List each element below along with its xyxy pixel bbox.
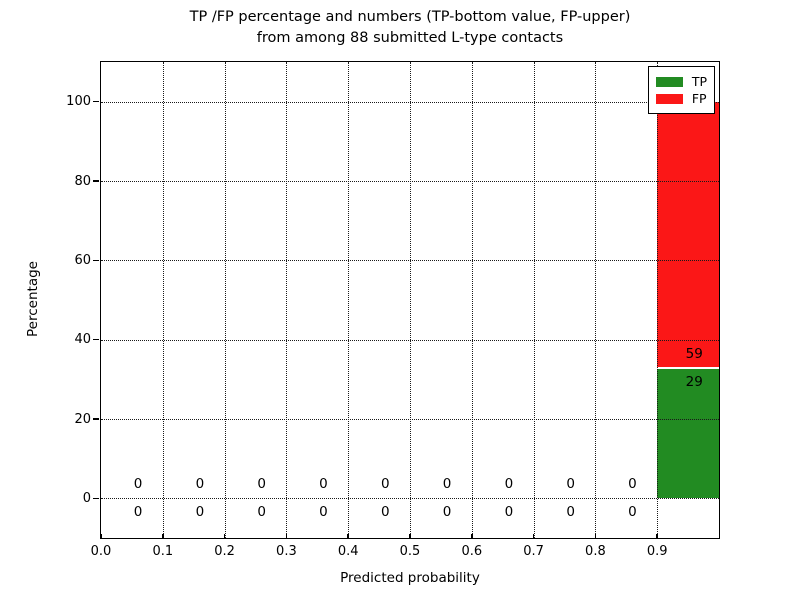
fp-count-label: 0 [566, 476, 575, 493]
chart-title: TP /FP percentage and numbers (TP-bottom… [100, 7, 720, 49]
tp-count-label: 0 [195, 504, 205, 521]
legend-item-tp: TP [655, 74, 707, 89]
x-tick-mark [471, 534, 473, 538]
tp-count-label: 29 [685, 373, 703, 390]
fp-count-label: 0 [504, 476, 514, 493]
fp-count-label: 0 [380, 476, 390, 493]
y-tick-mark [93, 100, 99, 103]
y-tick-mark [93, 180, 99, 182]
tp-count-label: 0 [257, 504, 266, 521]
x-tick-label: 0.9 [646, 544, 668, 559]
y-tick-label: 80 [74, 173, 91, 189]
v-gridline [286, 62, 288, 538]
x-axis-label: Predicted probability [340, 570, 480, 586]
fp-count-label: 0 [319, 476, 328, 493]
v-gridline [410, 62, 411, 538]
y-axis-label: Percentage [25, 261, 41, 337]
tp-count-label: 0 [628, 504, 637, 521]
fp-count-label: 0 [442, 476, 452, 493]
y-tick-label: 60 [74, 252, 91, 268]
x-tick-label: 0.2 [214, 544, 235, 559]
tp-count-label: 0 [133, 504, 143, 521]
x-tick-label: 0.5 [399, 544, 421, 559]
tp-count-label: 0 [442, 504, 452, 521]
y-tick-label: 40 [74, 332, 91, 348]
v-gridline [471, 62, 473, 538]
legend-label-fp: FP [691, 91, 707, 106]
bar-segment-fp [657, 101, 719, 368]
tp-swatch-icon [655, 76, 683, 87]
x-tick-label: 0.7 [523, 544, 544, 559]
bar-segment-separator [657, 366, 719, 369]
tp-count-label: 0 [566, 504, 575, 521]
v-gridline [657, 62, 659, 538]
v-gridline [595, 62, 597, 538]
x-tick-label: 0.0 [90, 544, 112, 559]
y-tick-mark [93, 338, 99, 341]
tp-count-label: 0 [504, 504, 514, 521]
fp-swatch-icon [655, 93, 683, 104]
fp-count-label: 0 [133, 476, 143, 493]
legend-label-tp: TP [691, 74, 707, 89]
y-tick-label: 100 [66, 94, 91, 110]
x-tick-mark [594, 534, 597, 538]
x-tick-mark [347, 534, 349, 538]
chart-title-line1: TP /FP percentage and numbers (TP-bottom… [189, 9, 631, 25]
x-tick-label: 0.6 [461, 544, 483, 559]
x-tick-mark [409, 534, 411, 538]
fp-count-label: 0 [628, 476, 637, 493]
v-gridline [533, 62, 535, 538]
y-tick-mark [93, 259, 99, 262]
v-gridline [348, 62, 350, 538]
bar-segment-tp [657, 367, 719, 499]
v-gridline [224, 62, 226, 538]
plot-area: TP FP 0 20 40 60 80 100 0.0 0.1 0.2 0.3 0.4 0.5 0.6 0… [66, 61, 720, 559]
legend-item-fp: FP [655, 91, 707, 106]
legend: TP FP [647, 66, 715, 114]
x-tick-mark [100, 534, 102, 538]
y-tick-mark [93, 497, 99, 500]
x-tick-label: 0.4 [337, 544, 359, 559]
tp-count-label: 0 [380, 504, 390, 521]
x-tick-mark [532, 534, 535, 538]
chart-title-line2: from among 88 submitted L-type contacts [256, 30, 564, 46]
y-tick-mark [93, 418, 99, 420]
fp-count-label: 59 [685, 345, 703, 362]
x-tick-label: 0.8 [585, 544, 606, 559]
fp-count-label: 0 [257, 476, 266, 493]
x-tick-label: 0.1 [152, 544, 174, 559]
y-tick-label: 20 [74, 411, 91, 427]
x-tick-mark [656, 534, 658, 538]
y-tick-label: 0 [82, 490, 91, 506]
fp-count-label: 0 [195, 476, 205, 493]
v-gridline [162, 62, 164, 538]
x-tick-label: 0.3 [276, 544, 297, 559]
tp-count-label: 0 [319, 504, 328, 521]
x-tick-mark [285, 534, 288, 538]
x-tick-mark [223, 534, 226, 538]
x-tick-mark [162, 534, 164, 538]
